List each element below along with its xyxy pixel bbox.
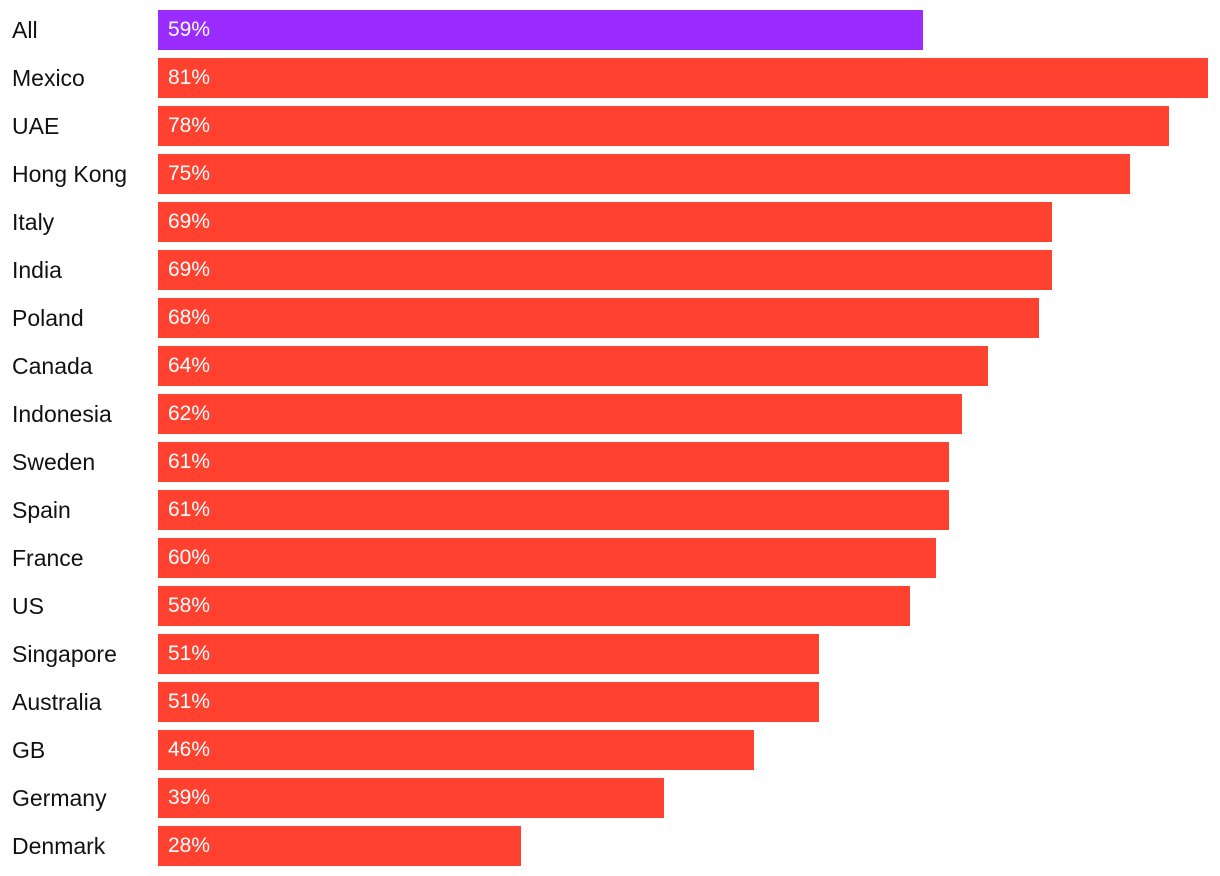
bar-value-label: 64% [168,354,211,377]
bar: 51% [158,682,819,722]
bar-row: Australia 51% [0,682,1220,722]
bar-row: Mexico 81% [0,58,1220,98]
bar: 60% [158,538,936,578]
bar-value-label: 61% [168,450,211,473]
bar-row: UAE 78% [0,106,1220,146]
category-label: Germany [12,785,107,811]
category-label: All [12,17,38,43]
category-label: Indonesia [12,401,112,427]
bar: 58% [158,586,910,626]
bar-row: Poland 68% [0,298,1220,338]
bar: 64% [158,346,988,386]
category-label: France [12,545,84,571]
bar: 75% [158,154,1130,194]
bar-row: All 59% [0,10,1220,50]
bar-row: Germany 39% [0,778,1220,818]
bar-value-label: 46% [168,738,211,761]
category-label: Poland [12,305,84,331]
bar-value-label: 51% [168,690,211,713]
category-label: Spain [12,497,71,523]
bar-row: Indonesia 62% [0,394,1220,434]
bar-value-label: 75% [168,162,211,185]
category-label: US [12,593,44,619]
bar: 61% [158,490,949,530]
bar: 61% [158,442,949,482]
bar-row: India 69% [0,250,1220,290]
bar-value-label: 68% [168,306,211,329]
bar-row: Italy 69% [0,202,1220,242]
bar: 51% [158,634,819,674]
bar: 81% [158,58,1208,98]
bar: 69% [158,202,1052,242]
category-label: Australia [12,689,102,715]
bar: 78% [158,106,1169,146]
bar: 59% [158,10,923,50]
category-label: Singapore [12,641,117,667]
bar-value-label: 60% [168,546,211,569]
bar: 62% [158,394,962,434]
bar-value-label: 69% [168,258,211,281]
bar-value-label: 58% [168,594,211,617]
category-label: Mexico [12,65,85,91]
bar-row: Singapore 51% [0,634,1220,674]
bar-value-label: 28% [168,834,211,857]
bar-value-label: 81% [168,66,211,89]
category-label: GB [12,737,46,763]
bar: 69% [158,250,1052,290]
category-label: India [12,257,62,283]
bar-value-label: 39% [168,786,211,809]
bar-value-label: 59% [168,18,211,41]
bar-row: France 60% [0,538,1220,578]
category-label: UAE [12,113,60,139]
bar-value-label: 78% [168,114,211,137]
bar: 46% [158,730,754,770]
category-label: Denmark [12,833,106,859]
bar-row: US 58% [0,586,1220,626]
bar-value-label: 61% [168,498,211,521]
bar: 28% [158,826,521,866]
category-label: Canada [12,353,93,379]
bar-value-label: 62% [168,402,211,425]
bar: 68% [158,298,1039,338]
bar-row: Hong Kong 75% [0,154,1220,194]
bar-row: Sweden 61% [0,442,1220,482]
bar-row: GB 46% [0,730,1220,770]
bar-value-label: 51% [168,642,211,665]
bar-row: Spain 61% [0,490,1220,530]
bar-row: Canada 64% [0,346,1220,386]
category-label: Italy [12,209,55,235]
bar-row: Denmark 28% [0,826,1220,866]
category-label: Sweden [12,449,96,475]
bar: 39% [158,778,664,818]
category-label: Hong Kong [12,161,128,187]
bar-value-label: 69% [168,210,211,233]
